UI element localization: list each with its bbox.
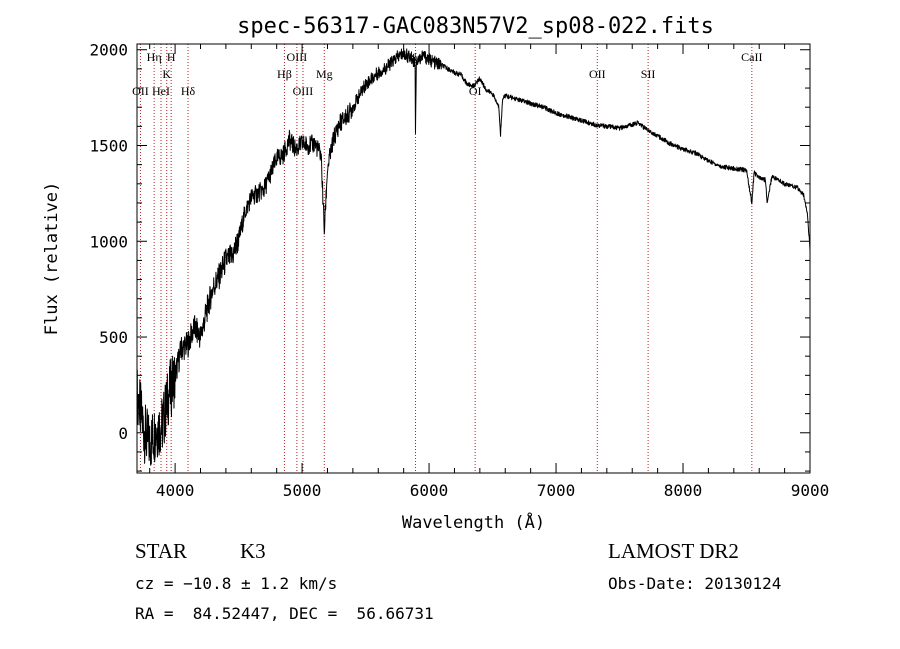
spectrum-line bbox=[136, 47, 811, 466]
line-marker-label-7: OIII bbox=[287, 50, 308, 64]
line-marker-label-6: Hβ bbox=[277, 67, 292, 81]
line-marker-label-5: Hδ bbox=[181, 84, 196, 98]
y-axis-label: Flux (relative) bbox=[42, 182, 62, 336]
spectrum-series bbox=[136, 47, 811, 466]
object-class: STAR bbox=[135, 539, 187, 563]
x-tick-label: 7000 bbox=[537, 481, 576, 500]
spectral-type: K3 bbox=[240, 539, 266, 563]
y-tick-label: 500 bbox=[99, 328, 128, 347]
x-tick-label: 5000 bbox=[283, 481, 322, 500]
x-axis-label: Wavelength (Å) bbox=[402, 511, 545, 533]
y-tick-label: 1000 bbox=[89, 232, 128, 251]
plot-frame bbox=[136, 43, 811, 474]
axis-ticks bbox=[137, 44, 811, 473]
observation-date: Obs-Date: 20130124 bbox=[608, 574, 782, 593]
line-marker-label-0: OII bbox=[132, 84, 149, 98]
axes-frame bbox=[136, 43, 811, 474]
x-tick-label: 9000 bbox=[791, 481, 830, 500]
line-marker-label-4: H bbox=[167, 50, 176, 64]
x-tick-label: 6000 bbox=[410, 481, 449, 500]
x-tick-label: 8000 bbox=[664, 481, 703, 500]
coordinates: RA = 84.52447, DEC = 56.66731 bbox=[135, 604, 434, 623]
line-marker-label-8: OIII bbox=[293, 84, 314, 98]
line-marker-label-14: CaII bbox=[741, 50, 762, 64]
line-marker-label-1: Hη bbox=[147, 50, 162, 64]
x-tick-label: 4000 bbox=[156, 481, 195, 500]
chart-title: spec-56317-GAC083N57V2_sp08-022.fits bbox=[237, 14, 714, 39]
line-marker-label-11: OI bbox=[469, 84, 482, 98]
line-marker-label-9: Mg bbox=[316, 67, 333, 81]
line-marker-label-3: K bbox=[162, 67, 171, 81]
line-marker-label-10: Na bbox=[408, 50, 423, 64]
redshift-cz: cz = −10.8 ± 1.2 km/s bbox=[135, 574, 338, 593]
line-marker-label-12: OII bbox=[589, 67, 606, 81]
y-tick-label: 2000 bbox=[89, 41, 128, 60]
line-marker-label-13: SII bbox=[641, 67, 656, 81]
y-tick-label: 1500 bbox=[89, 137, 128, 156]
y-tick-label: 0 bbox=[118, 424, 128, 443]
survey-name: LAMOST DR2 bbox=[608, 539, 739, 563]
line-marker-label-2: HeI bbox=[152, 84, 170, 98]
